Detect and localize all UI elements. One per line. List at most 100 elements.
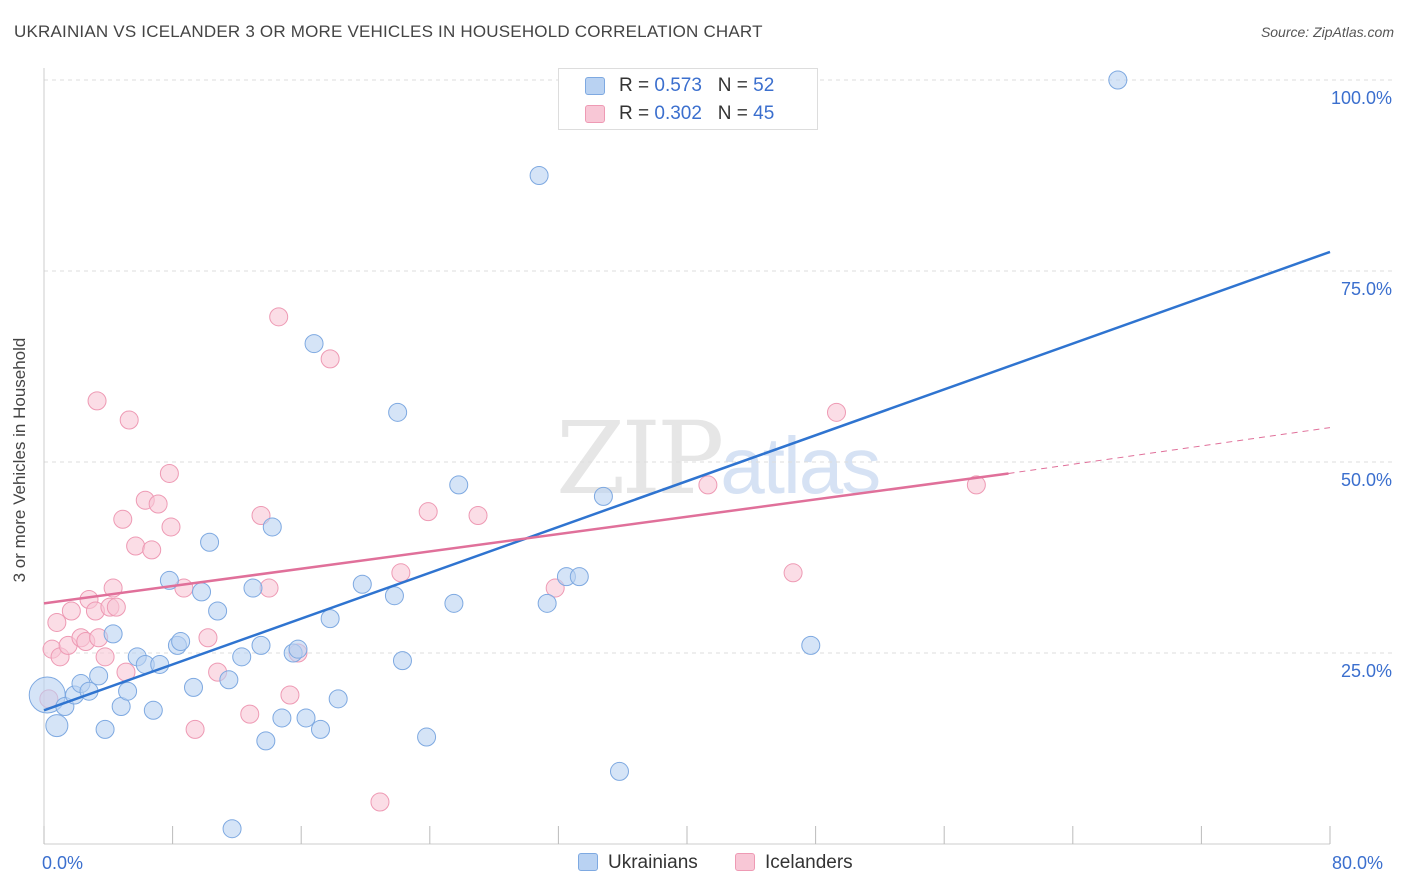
ukrainians-point	[118, 681, 138, 701]
icelanders-point	[259, 578, 279, 598]
icelanders-point	[47, 612, 67, 632]
legend-label-icelanders: Icelanders	[765, 852, 853, 873]
ukrainians-point	[219, 670, 239, 690]
ukrainians-point	[609, 761, 629, 781]
icelanders-point	[198, 628, 218, 648]
icelanders-point	[269, 307, 289, 327]
legend-label-ukrainians: Ukrainians	[608, 852, 698, 873]
legend-n-label: N =	[717, 103, 748, 124]
icelanders-point	[783, 563, 803, 583]
legend-r-value: 0.573	[654, 75, 702, 96]
ukrainians-point	[183, 677, 203, 697]
ukrainians-point	[1108, 70, 1128, 90]
ukrainians-points	[28, 70, 1128, 839]
icelanders-point	[545, 578, 565, 598]
icelanders-point	[240, 704, 260, 724]
ukrainians-point	[384, 586, 404, 606]
ukrainians-point	[310, 719, 330, 739]
chart-title: UKRAINIAN VS ICELANDER 3 OR MORE VEHICLE…	[14, 22, 763, 41]
x-max-label: 80.0%	[1332, 853, 1384, 873]
ukrainians-point	[95, 719, 115, 739]
icelanders-point	[251, 505, 271, 525]
ukrainians-point	[243, 578, 263, 598]
ukrainians-point	[288, 639, 308, 659]
legend-n-label: N =	[717, 75, 748, 96]
legend-n-value: 52	[753, 75, 775, 96]
trend-lines	[43, 250, 1331, 712]
ukrainians-point	[593, 486, 613, 506]
ukrainians-point	[444, 593, 464, 613]
ukrainians-point	[256, 731, 276, 751]
ukrainians-point	[320, 609, 340, 629]
icelanders-point	[95, 647, 115, 667]
ukrainians-point	[45, 714, 69, 738]
icelanders-point	[61, 601, 81, 621]
ukrainians-swatch	[585, 77, 605, 95]
icelanders-point	[418, 502, 438, 522]
ukrainians-point	[251, 635, 271, 655]
ukrainians-point	[143, 700, 163, 720]
ukrainians-point	[392, 651, 412, 671]
ukrainians-point	[296, 708, 316, 728]
icelanders-point	[113, 509, 133, 529]
icelanders-swatch	[735, 853, 755, 871]
ukrainians-point	[192, 582, 212, 602]
ukrainians-trend-line	[43, 250, 1331, 712]
ukrainians-point	[801, 635, 821, 655]
icelanders-point	[161, 517, 181, 537]
legend-r-value: 0.302	[654, 103, 702, 124]
legend-item-icelanders: Icelanders	[735, 852, 853, 874]
legend-item-ukrainians: Ukrainians	[578, 852, 698, 874]
icelanders-points	[39, 307, 986, 812]
legend-r-label: R =	[619, 75, 650, 96]
ukrainians-point	[304, 334, 324, 354]
ukrainians-point	[150, 654, 170, 674]
icelanders-point	[185, 719, 205, 739]
ukrainians-point	[449, 475, 469, 495]
ukrainians-point	[171, 632, 191, 652]
ukrainians-point	[262, 517, 282, 537]
legend-n-value: 45	[753, 103, 775, 124]
icelanders-point	[159, 463, 179, 483]
icelanders-point	[119, 410, 139, 430]
ukrainians-point	[272, 708, 292, 728]
axes	[43, 68, 1331, 845]
ukrainians-point	[537, 593, 557, 613]
legend-r-label: R =	[619, 103, 650, 124]
icelanders-point	[370, 792, 390, 812]
ukrainians-point	[328, 689, 348, 709]
ukrainians-point	[200, 532, 220, 552]
source-credit: Source: ZipAtlas.com	[1260, 24, 1394, 40]
ukrainians-point	[417, 727, 437, 747]
icelanders-trend-line	[43, 472, 1009, 605]
ukrainians-point	[388, 402, 408, 422]
y-tick-label: 100.0%	[1331, 88, 1392, 108]
ukrainians-point	[569, 567, 589, 587]
ukrainians-point	[89, 666, 109, 686]
icelanders-point	[142, 540, 162, 560]
icelanders-point	[966, 475, 986, 495]
grid-lines	[44, 79, 1392, 654]
ukrainians-point	[103, 624, 123, 644]
ukrainians-point	[208, 601, 228, 621]
icelanders-point	[468, 505, 488, 525]
icelanders-point	[826, 402, 846, 422]
icelanders-point	[126, 536, 146, 556]
icelanders-point	[106, 597, 126, 617]
ukrainians-point	[222, 819, 242, 839]
ukrainians-point	[232, 647, 252, 667]
icelanders-swatch	[585, 105, 605, 123]
icelanders-point	[320, 349, 340, 369]
icelanders-point	[391, 563, 411, 583]
icelanders-point	[148, 494, 168, 514]
x-min-label: 0.0%	[42, 853, 84, 873]
ukrainians-swatch	[578, 853, 598, 871]
correlation-legend: R = 0.573 N = 52 R = 0.302 N = 45	[558, 68, 818, 130]
y-tick-labels: 25.0% 50.0% 75.0% 100.0%	[1331, 88, 1392, 681]
y-tick-label: 25.0%	[1341, 661, 1392, 681]
y-tick-label: 50.0%	[1341, 470, 1392, 490]
icelanders-point	[87, 391, 107, 411]
ukrainians-point	[352, 574, 372, 594]
ukrainians-point	[529, 166, 549, 185]
